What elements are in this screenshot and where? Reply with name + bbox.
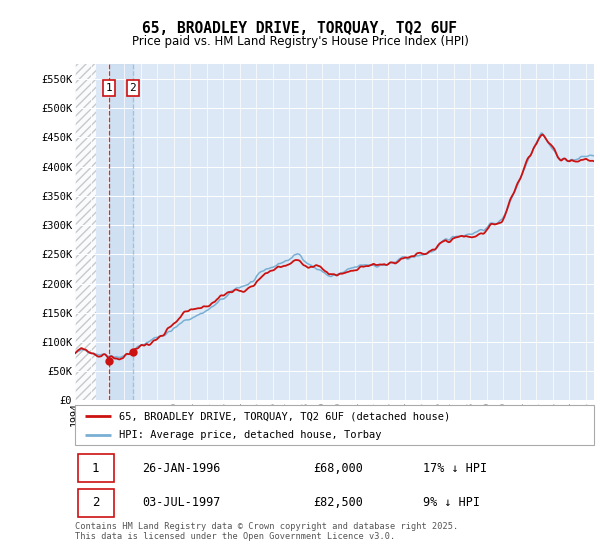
- Text: Contains HM Land Registry data © Crown copyright and database right 2025.
This d: Contains HM Land Registry data © Crown c…: [75, 522, 458, 542]
- Bar: [109, 64, 133, 400]
- Text: 65, BROADLEY DRIVE, TORQUAY, TQ2 6UF: 65, BROADLEY DRIVE, TORQUAY, TQ2 6UF: [143, 21, 458, 36]
- Text: 03-JUL-1997: 03-JUL-1997: [142, 497, 221, 510]
- Text: 1: 1: [92, 461, 100, 475]
- Bar: [75, 64, 97, 400]
- Text: 1: 1: [106, 83, 113, 93]
- Text: HPI: Average price, detached house, Torbay: HPI: Average price, detached house, Torb…: [119, 430, 382, 440]
- Text: £68,000: £68,000: [314, 461, 364, 475]
- Text: Price paid vs. HM Land Registry's House Price Index (HPI): Price paid vs. HM Land Registry's House …: [131, 35, 469, 48]
- Text: 9% ↓ HPI: 9% ↓ HPI: [423, 497, 480, 510]
- Text: 2: 2: [92, 497, 100, 510]
- Text: 65, BROADLEY DRIVE, TORQUAY, TQ2 6UF (detached house): 65, BROADLEY DRIVE, TORQUAY, TQ2 6UF (de…: [119, 411, 451, 421]
- Text: 17% ↓ HPI: 17% ↓ HPI: [423, 461, 487, 475]
- FancyBboxPatch shape: [75, 405, 594, 445]
- FancyBboxPatch shape: [77, 455, 114, 482]
- Text: 26-JAN-1996: 26-JAN-1996: [142, 461, 221, 475]
- Text: £82,500: £82,500: [314, 497, 364, 510]
- Text: 2: 2: [130, 83, 136, 93]
- FancyBboxPatch shape: [77, 489, 114, 517]
